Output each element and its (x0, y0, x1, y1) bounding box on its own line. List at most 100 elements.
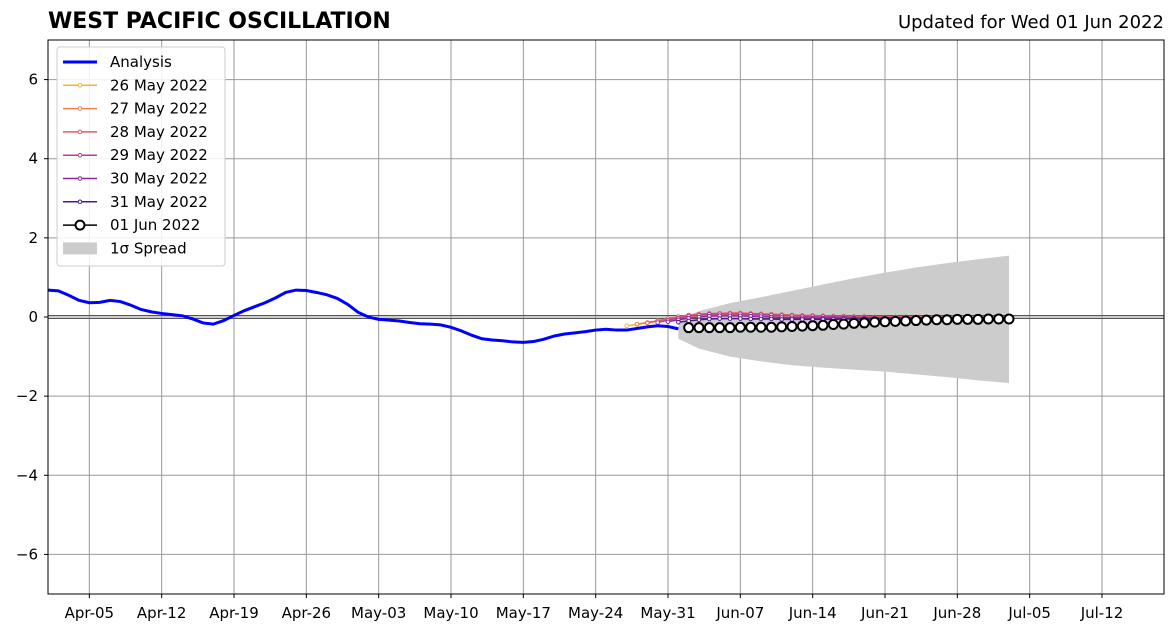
forecast-point (796, 320, 808, 332)
forecast-point (724, 322, 736, 334)
legend-label: 26 May 2022 (110, 76, 208, 94)
forecast-point (1003, 313, 1015, 325)
forecast-point (745, 321, 757, 333)
forecast-point (941, 314, 953, 326)
legend-marker (77, 129, 83, 135)
legend-marker (77, 106, 83, 111)
forecast-point (827, 319, 839, 331)
forecast-point (982, 313, 994, 325)
x-tick-label: Jul-05 (1007, 604, 1051, 622)
forecast-point (655, 320, 660, 325)
legend-item: 01 Jun 2022 (63, 216, 200, 234)
forecast-point (779, 317, 784, 322)
forecast-point (807, 320, 819, 332)
forecast-point (972, 313, 984, 325)
y-tick-label: 2 (28, 229, 38, 247)
legend-item: 28 May 2022 (63, 123, 208, 141)
x-tick-label: Jun-28 (932, 604, 981, 622)
forecast-point (786, 320, 798, 332)
y-tick-label: 4 (28, 150, 38, 168)
forecast-point (920, 314, 932, 326)
x-tick-label: May-24 (568, 604, 623, 622)
y-tick-label: −6 (16, 545, 38, 563)
forecast-point (776, 321, 788, 333)
legend-marker (77, 199, 83, 205)
forecast-point (931, 314, 943, 326)
forecast-point (703, 322, 715, 334)
legend-item: 27 May 2022 (63, 100, 208, 118)
legend-label: 1σ Spread (110, 239, 187, 257)
forecast-point (693, 322, 705, 334)
forecast-point (900, 315, 912, 327)
y-axis: −6 −4 −2 0 2 4 6 (16, 71, 48, 563)
x-tick-label: Apr-05 (65, 604, 115, 622)
chart-subtitle: Updated for Wed 01 Jun 2022 (897, 12, 1164, 33)
legend-item: 26 May 2022 (63, 76, 208, 94)
series-layer (47, 288, 1015, 344)
forecast-series (683, 313, 1015, 334)
forecast-point (738, 316, 743, 321)
x-tick-label: Jul-12 (1080, 604, 1124, 622)
forecast-point (665, 319, 671, 325)
legend-box (56, 46, 226, 267)
x-tick-label: Apr-19 (209, 604, 259, 622)
forecast-point (714, 322, 726, 334)
x-tick-label: May-31 (640, 604, 695, 622)
forecast-point (727, 316, 733, 321)
forecast-point (993, 313, 1005, 325)
forecast-point (717, 316, 722, 321)
analysis-line (47, 288, 679, 344)
forecast-point (734, 321, 746, 333)
forecast-point (879, 316, 891, 328)
legend-marker (77, 152, 83, 158)
forecast-point (838, 318, 850, 330)
legend-swatch (63, 242, 97, 255)
y-tick-label: 0 (28, 308, 38, 326)
x-tick-label: Apr-12 (137, 604, 187, 622)
forecast-point (683, 322, 695, 334)
forecast-point (755, 321, 767, 333)
legend-item: 31 May 2022 (63, 193, 208, 211)
forecast-point (624, 323, 629, 329)
forecast-point (707, 316, 712, 322)
x-axis: Apr-05 Apr-12 Apr-19 Apr-26 May-03 May-10 May-… (65, 594, 1124, 622)
chart-title: WEST PACIFIC OSCILLATION (48, 9, 391, 34)
legend-item: 30 May 2022 (63, 170, 208, 188)
legend-item: 29 May 2022 (63, 146, 208, 164)
x-tick-label: May-03 (351, 604, 406, 622)
legend-label: Analysis (110, 53, 172, 71)
x-tick-label: Jun-14 (788, 604, 837, 622)
y-tick-label: −4 (16, 466, 38, 484)
x-tick-label: May-17 (496, 604, 551, 622)
forecast-point (962, 313, 974, 325)
forecast-point (910, 315, 922, 327)
forecast-point (676, 319, 681, 325)
legend-label: 29 May 2022 (110, 146, 208, 164)
forecast-point (951, 313, 963, 325)
forecast-point (789, 317, 795, 322)
x-tick-label: Apr-26 (282, 604, 332, 622)
forecast-point (869, 316, 881, 328)
forecast-point (769, 316, 774, 322)
legend-marker (77, 176, 83, 181)
forecast-point (889, 315, 901, 327)
forecast-point (696, 317, 702, 323)
y-tick-label: −2 (16, 387, 38, 405)
legend-label: 30 May 2022 (110, 170, 208, 188)
legend-label: 01 Jun 2022 (110, 216, 200, 234)
legend: Analysis 26 May 2022 27 May 2022 28 May 202… (56, 46, 226, 267)
forecast-point (748, 316, 753, 322)
legend-label: 28 May 2022 (110, 123, 208, 141)
forecast-point (634, 321, 640, 327)
forecast-point (765, 321, 777, 333)
legend-marker (77, 83, 83, 88)
legend-item: Analysis (63, 53, 172, 71)
y-tick-label: 6 (28, 71, 38, 89)
legend-item: 1σ Spread (63, 239, 187, 257)
forecast-point (848, 317, 860, 329)
legend-label: 27 May 2022 (110, 100, 208, 118)
forecast-point (645, 320, 650, 326)
legend-marker (74, 219, 86, 231)
legend-label: 31 May 2022 (110, 193, 208, 211)
